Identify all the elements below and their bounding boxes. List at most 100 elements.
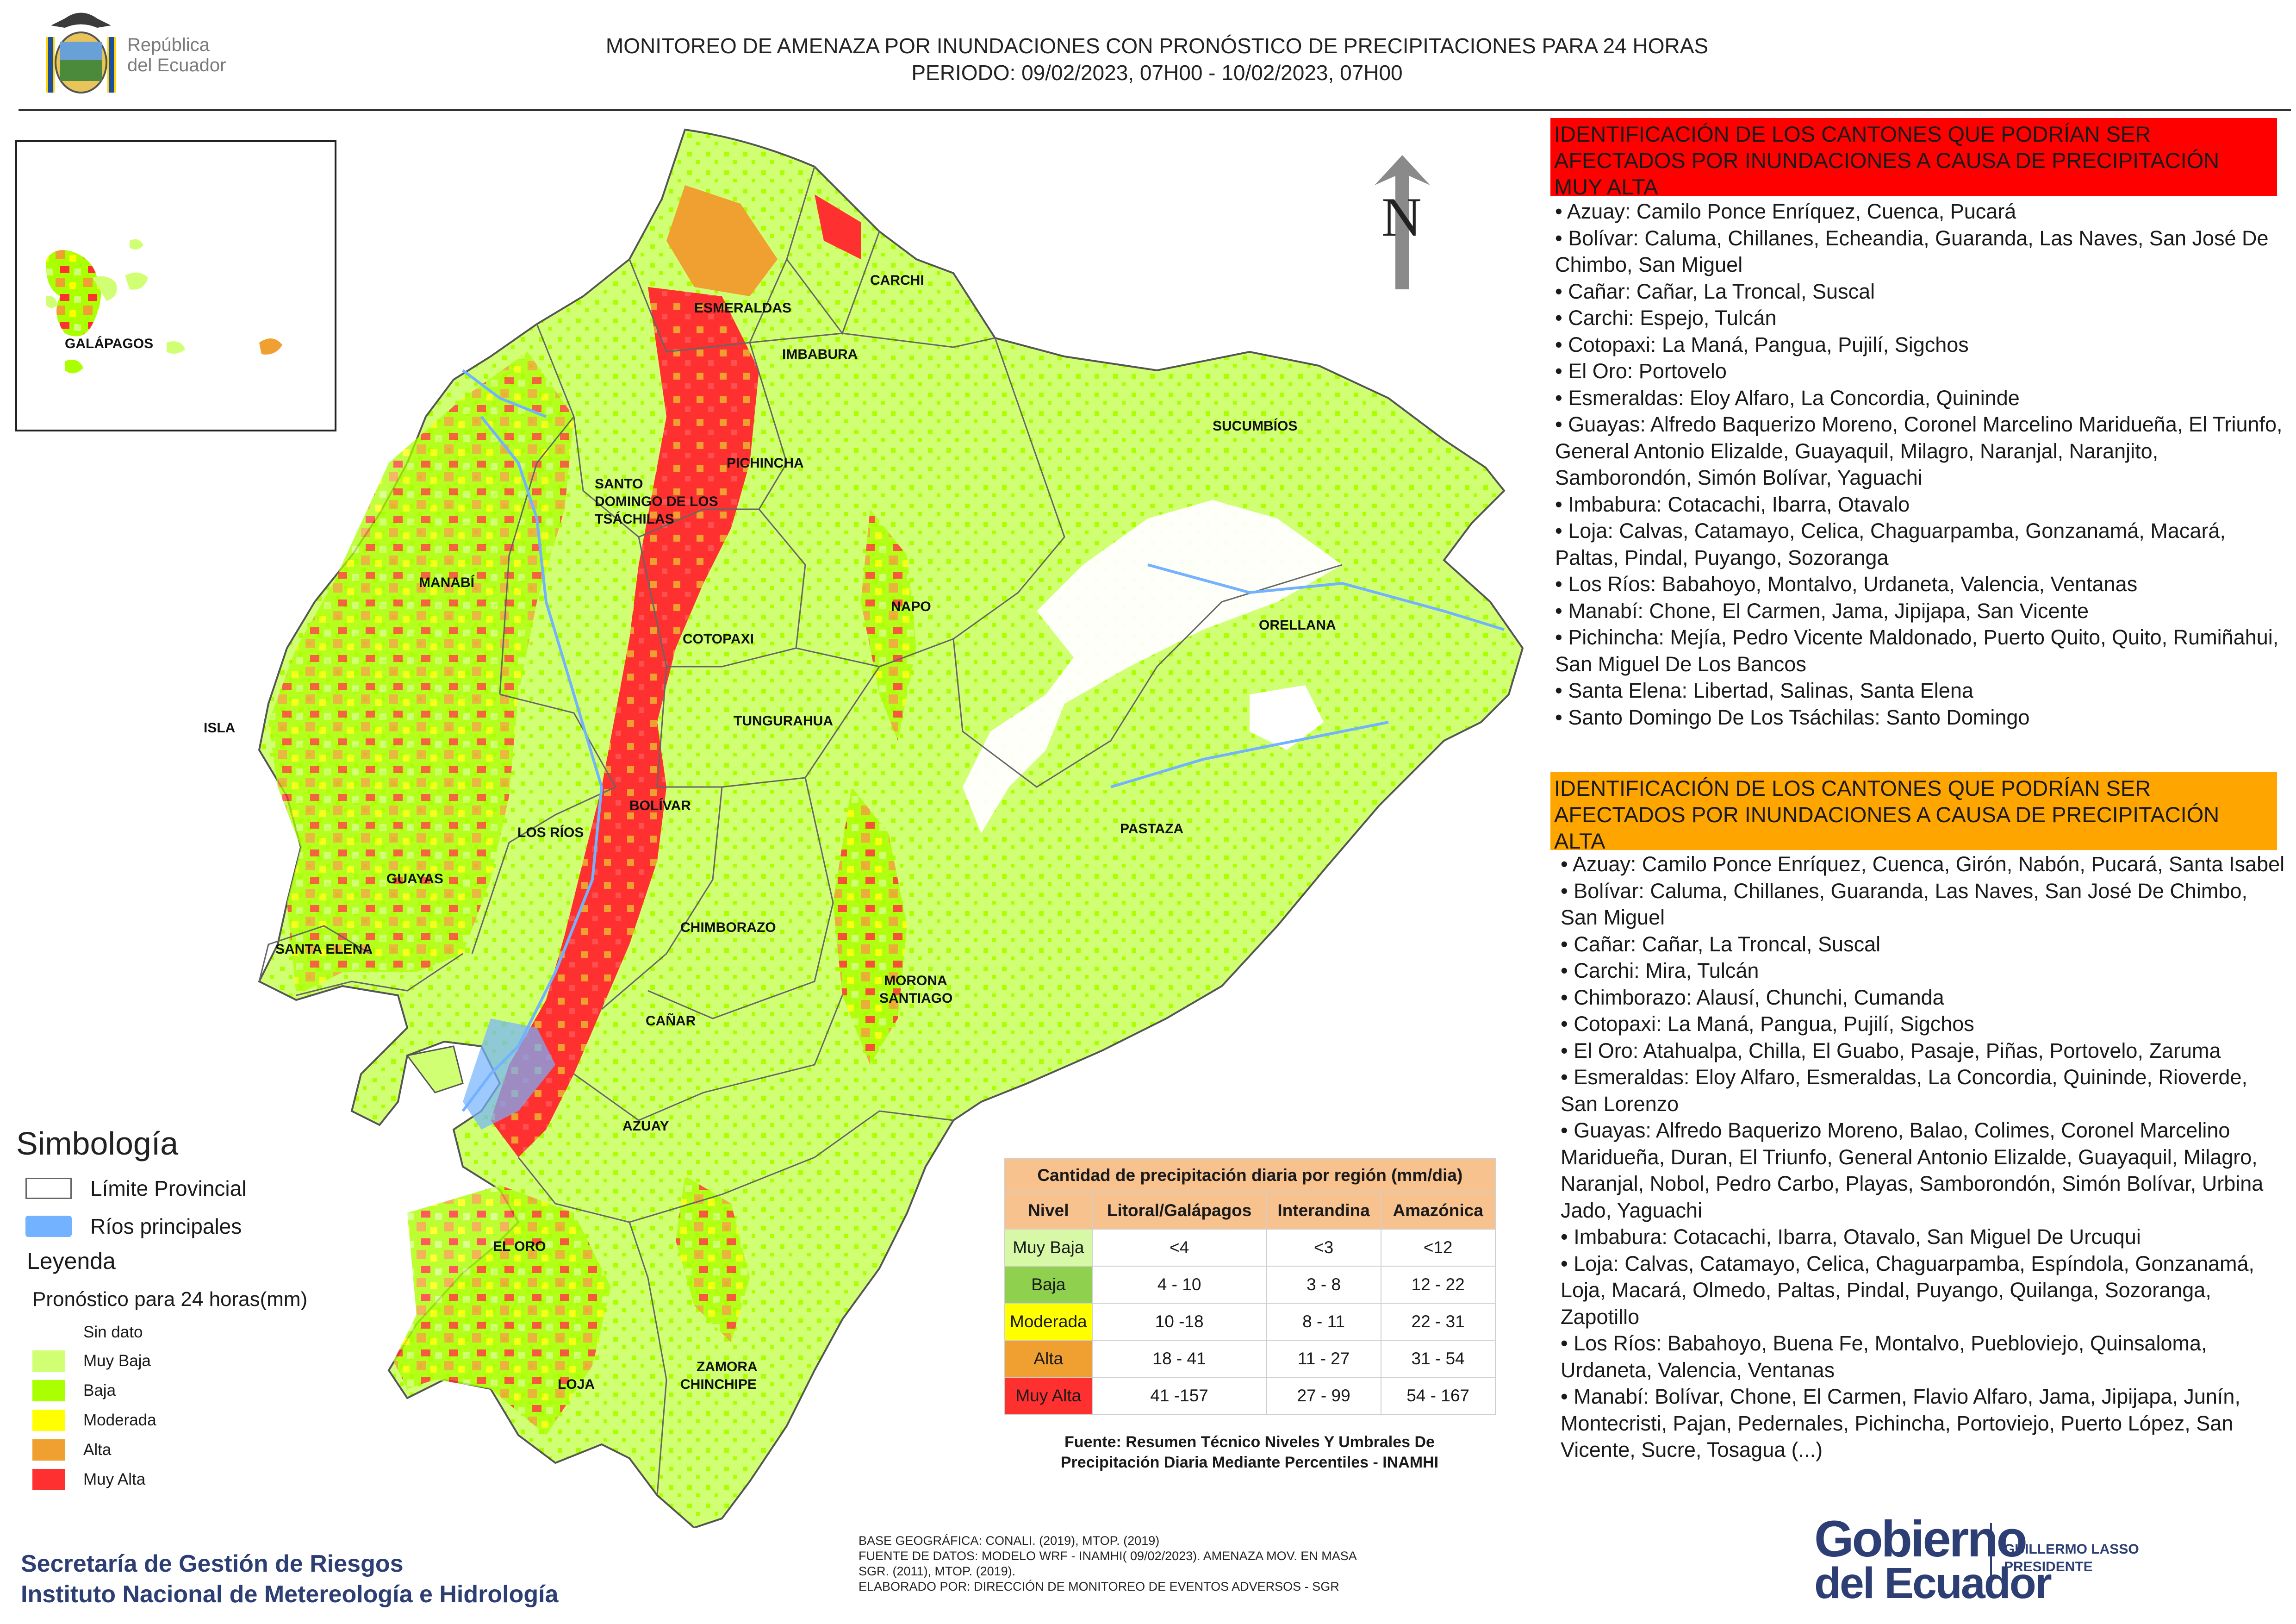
- table-header: Nivel: [1004, 1192, 1093, 1230]
- leyenda-subtitle: Pronóstico para 24 horas(mm): [32, 1288, 308, 1311]
- table-cell: 4 - 10: [1091, 1266, 1267, 1304]
- org-line-1: Secretaría de Gestión de Riesgos: [21, 1550, 404, 1577]
- list-item: • El Oro: Atahualpa, Chilla, El Guabo, P…: [1561, 1038, 2221, 1062]
- muy-alta-header: IDENTIFICACIÓN DE LOS CANTONES QUE PODRÍ…: [1550, 118, 2277, 199]
- list-item: • Los Ríos: Babahoyo, Montalvo, Urdaneta…: [1555, 572, 2138, 596]
- label-el-oro: EL ORO: [493, 1239, 546, 1254]
- leyenda-title: Leyenda: [27, 1248, 116, 1274]
- table-cell: 22 - 31: [1380, 1303, 1496, 1341]
- list-item: • Manabí: Chone, El Carmen, Jama, Jipija…: [1555, 599, 2089, 623]
- province-borders: [258, 166, 1343, 1496]
- list-item: • Esmeraldas: Eloy Alfaro, Esmeraldas, L…: [1561, 1065, 2247, 1116]
- title-line-2: PERIODO: 09/02/2023, 07H00 - 10/02/2023,…: [911, 61, 1403, 85]
- table-cell: 41 -157: [1091, 1377, 1267, 1415]
- table-cell: 11 - 27: [1266, 1340, 1381, 1378]
- label-loja: LOJA: [558, 1377, 595, 1392]
- credit-line: SGR. (2011), MTOP. (2019).: [859, 1564, 1016, 1578]
- label-santo-domingo-2: DOMINGO DE LOS: [595, 494, 718, 509]
- legend-swatch: [32, 1410, 65, 1431]
- list-item: • Cañar: Cañar, La Troncal, Suscal: [1561, 932, 1881, 956]
- list-item: • Azuay: Camilo Ponce Enríquez, Cuenca, …: [1555, 200, 2016, 223]
- leyenda-item: Muy Alta: [32, 1469, 145, 1490]
- gob-logo-line-1: Gobierno: [1814, 1511, 2028, 1568]
- table-row: Baja 4 - 10 3 - 8 12 - 22: [1004, 1266, 1496, 1304]
- header-divider: [19, 109, 2291, 111]
- galapagos-islands: [46, 239, 282, 374]
- republica-ecuador-logo: República del Ecuador: [28, 9, 241, 102]
- coat-of-arms-icon: [46, 12, 116, 94]
- label-orellana: ORELLANA: [1259, 618, 1336, 633]
- list-item: • Guayas: Alfredo Baquerizo Moreno, Coro…: [1555, 412, 2283, 489]
- simbologia-label: Ríos principales: [90, 1214, 242, 1238]
- label-imbabura: IMBABURA: [782, 347, 858, 362]
- source-line-2: Precipitación Diaria Mediante Percentile…: [1060, 1454, 1439, 1471]
- leyenda-item: Muy Baja: [32, 1350, 151, 1372]
- gob-logo-line-2: del Ecuador: [1814, 1559, 2052, 1608]
- credit-line: ELABORADO POR: DIRECCIÓN DE MONITOREO DE…: [859, 1580, 1339, 1593]
- list-item: • Los Ríos: Babahoyo, Buena Fe, Montalvo…: [1561, 1331, 2207, 1382]
- label-sucumbios: SUCUMBÍOS: [1213, 418, 1297, 434]
- table-cell: <12: [1380, 1229, 1496, 1267]
- list-item: • Imbabura: Cotacachi, Ibarra, Otavalo, …: [1561, 1225, 2141, 1249]
- table-cell: 18 - 41: [1091, 1340, 1267, 1378]
- label-pastaza: PASTAZA: [1120, 821, 1183, 837]
- label-canar: CAÑAR: [646, 1013, 696, 1029]
- label-isla: ISLA: [204, 720, 235, 736]
- table-source: Fuente: Resumen Técnico Niveles Y Umbral…: [1004, 1432, 1495, 1473]
- list-item: • El Oro: Portovelo: [1555, 359, 1727, 383]
- table-cell: 3 - 8: [1266, 1266, 1381, 1304]
- label-santo-domingo-3: TSÁCHILAS: [595, 511, 674, 527]
- north-arrow-icon: [1375, 155, 1430, 289]
- list-item: • Santo Domingo De Los Tsáchilas: Santo …: [1555, 705, 2030, 729]
- table-caption: Cantidad de precipitación diaria por reg…: [1004, 1158, 1496, 1193]
- simbologia-item-limite: Límite Provincial: [25, 1176, 246, 1201]
- label-santa-elena: SANTA ELENA: [275, 942, 373, 957]
- table-row: Alta 18 - 41 11 - 27 31 - 54: [1004, 1340, 1496, 1378]
- list-item: • Loja: Calvas, Catamayo, Celica, Chagua…: [1561, 1251, 2255, 1329]
- nivel-cell: Muy Alta: [1004, 1377, 1093, 1415]
- table-cell: 54 - 167: [1380, 1377, 1496, 1415]
- table-cell: <3: [1266, 1229, 1381, 1267]
- label-bolivar: BOLÍVAR: [629, 798, 691, 813]
- nivel-cell: Muy Baja: [1004, 1229, 1093, 1267]
- credit-line: FUENTE DE DATOS: MODELO WRF - INAMHI( 09…: [859, 1549, 1357, 1563]
- label-zamora-2: CHINCHIPE: [680, 1377, 757, 1392]
- leyenda-item: Sin dato: [32, 1322, 143, 1343]
- title-line-1: MONITOREO DE AMENAZA POR INUNDACIONES CO…: [605, 34, 1709, 58]
- list-item: • Guayas: Alfredo Baquerizo Moreno, Bala…: [1561, 1118, 2264, 1222]
- gobierno-ecuador-logo: Gobierno del Ecuador GUILLERMO LASSO PRE…: [1805, 1514, 2268, 1611]
- simbologia-item-rios: Ríos principales: [25, 1214, 242, 1239]
- limite-provincial-swatch: [25, 1178, 72, 1199]
- label-esmeraldas: ESMERALDAS: [694, 300, 791, 316]
- label-zamora-1: ZAMORA: [697, 1359, 758, 1374]
- nivel-cell: Baja: [1004, 1266, 1093, 1304]
- precipitation-threshold-table: Cantidad de precipitación diaria por reg…: [1004, 1158, 1496, 1415]
- leyenda-item: Alta: [32, 1439, 111, 1461]
- legend-label: Muy Baja: [83, 1352, 151, 1370]
- mainland: [258, 128, 1524, 1528]
- legend-label: Alta: [83, 1441, 112, 1459]
- muy-alta-cantones-list: • Azuay: Camilo Ponce Enríquez, Cuenca, …: [1555, 198, 2286, 731]
- list-item: • Santa Elena: Libertad, Salinas, Santa …: [1555, 679, 1973, 702]
- list-item: • Loja: Calvas, Catamayo, Celica, Chagua…: [1555, 519, 2226, 569]
- president-name: GUILLERMO LASSO: [2004, 1542, 2139, 1557]
- table-cell: 27 - 99: [1266, 1377, 1381, 1415]
- label-cotopaxi: COTOPAXI: [683, 631, 754, 647]
- label-morona-2: SANTIAGO: [879, 991, 952, 1006]
- label-pichincha: PICHINCHA: [727, 456, 804, 471]
- list-item: • Cotopaxi: La Maná, Pangua, Pujilí, Sig…: [1561, 1012, 1974, 1036]
- footer-organizations: Secretaría de Gestión de Riesgos Institu…: [21, 1549, 558, 1610]
- table-row: Moderada 10 -18 8 - 11 22 - 31: [1004, 1303, 1496, 1341]
- table-header: Amazónica: [1380, 1192, 1496, 1230]
- legend-swatch: [32, 1469, 65, 1490]
- table-cell: 8 - 11: [1266, 1303, 1381, 1341]
- list-item: • Esmeraldas: Eloy Alfaro, La Concordia,…: [1555, 386, 2020, 410]
- label-chimborazo: CHIMBORAZO: [680, 920, 776, 935]
- ecuador-flood-map: GALÁPAGOS: [15, 128, 1524, 1528]
- legend-swatch: [32, 1439, 65, 1461]
- list-item: • Carchi: Mira, Tulcán: [1561, 959, 1759, 982]
- table-cell: 31 - 54: [1380, 1340, 1496, 1378]
- simbologia-title: Simbología: [16, 1125, 179, 1162]
- org-line-2: Instituto Nacional de Metereología e Hid…: [21, 1581, 559, 1608]
- map-title: MONITOREO DE AMENAZA POR INUNDACIONES CO…: [324, 32, 1990, 86]
